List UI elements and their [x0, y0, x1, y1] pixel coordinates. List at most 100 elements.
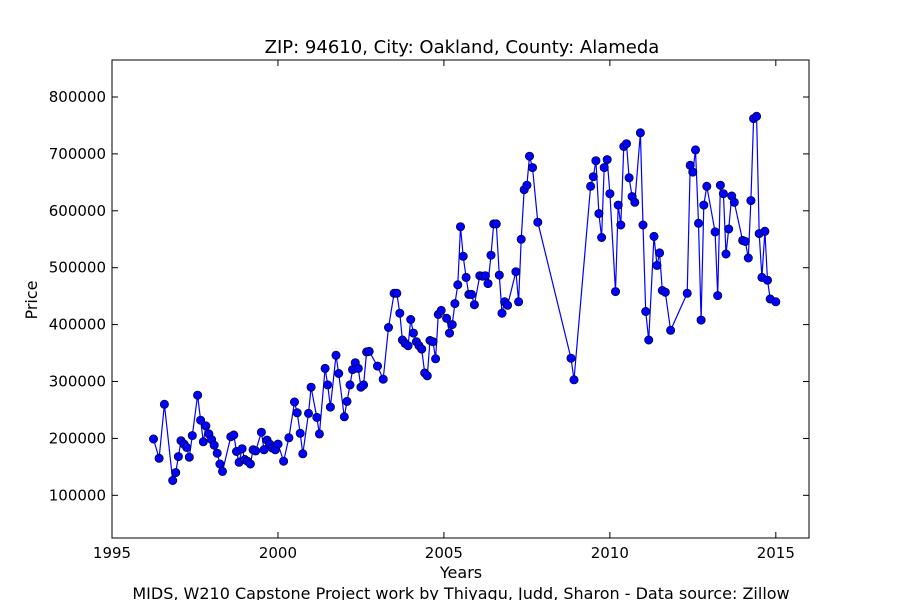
data-point [201, 421, 211, 431]
data-point [621, 139, 631, 149]
data-point [218, 466, 228, 476]
data-point [690, 145, 700, 155]
data-point [746, 196, 756, 206]
data-point [353, 363, 363, 373]
data-point [715, 180, 725, 190]
data-point [729, 197, 739, 207]
y-tick-label: 200000 [49, 429, 106, 447]
data-point [334, 368, 344, 378]
data-point [710, 227, 720, 237]
data-point [638, 220, 648, 230]
data-point [392, 288, 402, 298]
data-point [503, 300, 513, 310]
data-point [306, 382, 316, 392]
x-tick-label: 1995 [93, 544, 131, 562]
data-point [494, 270, 504, 280]
data-point [279, 456, 289, 466]
data-point [184, 452, 194, 462]
data-point [721, 249, 731, 259]
data-point [688, 167, 698, 177]
data-point [431, 354, 441, 364]
series-line [152, 115, 777, 481]
x-axis: 1995 2000 2005 2010 2015 [93, 60, 795, 562]
data-point [610, 287, 620, 297]
data-point [660, 287, 670, 297]
data-point [442, 313, 452, 323]
data-point [693, 218, 703, 228]
data-point [486, 250, 496, 260]
data-point [649, 231, 659, 241]
data-point [597, 233, 607, 243]
data-point [696, 315, 706, 325]
y-tick-label: 600000 [49, 202, 106, 220]
data-point [527, 163, 537, 173]
y-tick-label: 500000 [49, 259, 106, 277]
data-point [466, 289, 476, 299]
data-point [364, 346, 374, 356]
data-point [491, 219, 501, 229]
y-tick-label: 300000 [49, 373, 106, 391]
data-point [198, 437, 208, 447]
data-point [196, 415, 206, 425]
data-point [428, 337, 438, 347]
data-point [743, 253, 753, 263]
y-axis: 100000 200000 300000 400000 500000 600000 7000… [49, 88, 809, 504]
data-point [273, 439, 283, 449]
data-point [762, 275, 772, 285]
data-point [444, 328, 454, 338]
data-point [245, 459, 255, 469]
data-point [314, 429, 324, 439]
data-point [193, 390, 203, 400]
data-point [436, 305, 446, 315]
data-point [159, 399, 169, 409]
data-point [594, 209, 604, 219]
data-point [417, 344, 427, 354]
data-point [168, 475, 178, 485]
data-point [447, 320, 457, 330]
data-point [752, 111, 762, 121]
data-point [383, 322, 393, 332]
data-point [480, 271, 490, 281]
data-point [251, 446, 261, 456]
data-point [209, 440, 219, 450]
data-point [740, 237, 750, 247]
data-point [303, 408, 313, 418]
data-point [154, 453, 164, 463]
data-point [602, 155, 612, 165]
data-point [229, 430, 239, 440]
data-point [422, 371, 432, 381]
data-point [256, 427, 266, 437]
data-point [771, 297, 781, 307]
data-point [237, 444, 247, 454]
data-point [331, 350, 341, 360]
data-point [655, 248, 665, 258]
data-point [497, 308, 507, 318]
data-point [325, 402, 335, 412]
data-point [289, 397, 299, 407]
y-tick-label: 400000 [49, 316, 106, 334]
data-point [395, 308, 405, 318]
data-point [469, 300, 479, 310]
data-point [406, 314, 416, 324]
data-point [635, 128, 645, 138]
data-point [455, 222, 465, 232]
data-point [453, 280, 463, 290]
data-point [605, 189, 615, 199]
y-tick-label: 100000 [49, 486, 106, 504]
data-point [713, 291, 723, 301]
x-tick-label: 2015 [757, 544, 795, 562]
data-point [450, 299, 460, 309]
y-axis-label: Price [22, 280, 41, 319]
data-point [295, 428, 305, 438]
data-point [323, 380, 333, 390]
data-point [588, 172, 598, 182]
data-point [292, 408, 302, 418]
data-point [760, 226, 770, 236]
data-point [345, 380, 355, 390]
data-point [320, 363, 330, 373]
data-point [339, 412, 349, 422]
data-point [624, 173, 634, 183]
data-point [522, 180, 532, 190]
x-tick-label: 2005 [425, 544, 463, 562]
data-point [461, 272, 471, 282]
